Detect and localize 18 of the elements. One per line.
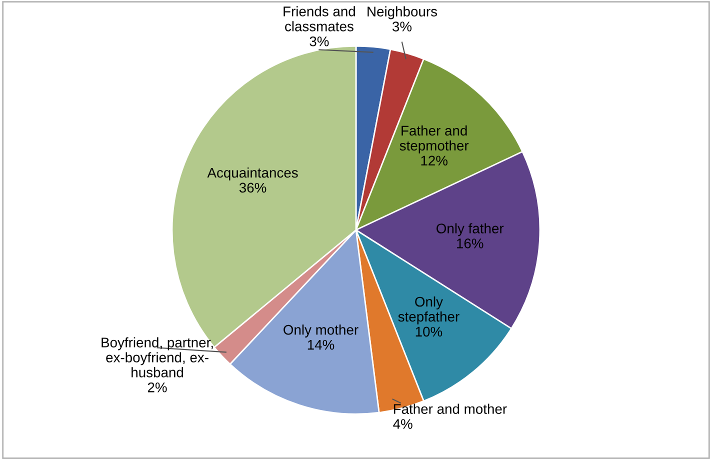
slice-label: Acquaintances <box>207 167 298 180</box>
data-label: 2% <box>148 382 167 392</box>
slice-label: Father and stepmother <box>400 125 469 154</box>
data-label: 3% <box>392 22 412 32</box>
data-label: 16% <box>457 238 484 248</box>
slice-label: Only father <box>436 223 504 236</box>
data-label: 3% <box>310 36 329 46</box>
data-label: 10% <box>416 326 442 337</box>
data-label: 4% <box>393 419 412 429</box>
slice-label: Father and mother <box>394 404 507 414</box>
slice-label: Only stepfather <box>398 296 460 324</box>
slice-label: Boyfriend, partner, ex-boyfriend, ex- husband <box>102 337 213 378</box>
slice-label: Neighbours <box>368 6 438 20</box>
data-label: 36% <box>239 182 266 193</box>
data-label: 12% <box>421 156 448 166</box>
slice-label: Only mother <box>284 324 358 338</box>
data-label: 14% <box>308 340 334 350</box>
slice-label: Friends and classmates <box>284 6 355 32</box>
